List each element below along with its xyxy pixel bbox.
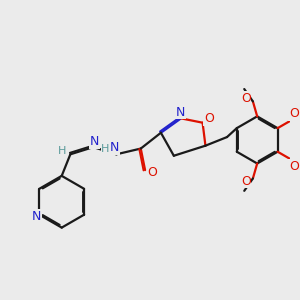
Text: H: H xyxy=(101,144,110,154)
Text: O: O xyxy=(289,160,299,172)
Text: N: N xyxy=(89,136,99,148)
Text: O: O xyxy=(204,112,214,125)
Text: O: O xyxy=(241,175,250,188)
Text: N: N xyxy=(176,106,185,118)
Text: O: O xyxy=(289,107,299,120)
Text: H: H xyxy=(58,146,67,156)
Text: O: O xyxy=(147,167,157,179)
Text: N: N xyxy=(32,210,41,223)
Text: O: O xyxy=(241,92,250,105)
Text: N: N xyxy=(110,142,120,154)
